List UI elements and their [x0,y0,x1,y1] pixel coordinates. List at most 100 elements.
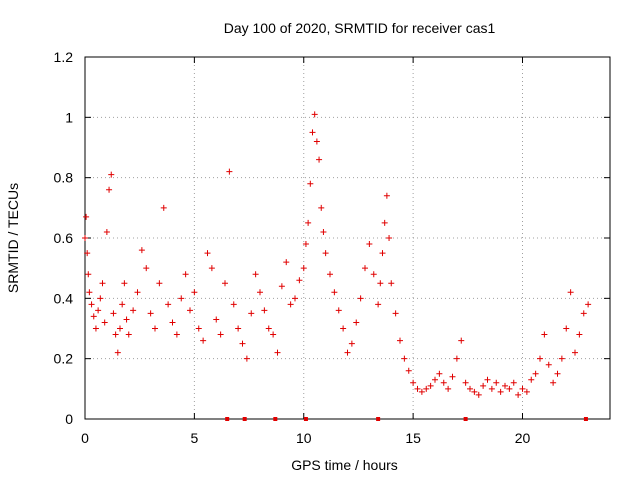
data-point [567,289,574,296]
data-point [178,295,185,302]
data-point [134,289,141,296]
y-tick-label: 1.2 [54,49,74,65]
data-point [580,310,587,317]
y-tick-label: 0 [65,411,73,427]
data-point [252,271,259,278]
data-point [182,271,189,278]
data-point [427,382,434,389]
data-point [572,349,578,356]
data-point [90,313,97,320]
data-point [388,280,395,287]
data-point [119,301,126,308]
data-point [88,301,95,308]
data-point [344,349,351,356]
data-point [274,349,281,356]
y-axis-label: SRMTID / TECUs [5,183,21,293]
data-point [173,331,180,338]
gap-markers [225,417,588,421]
data-point [392,310,399,317]
data-point [331,289,338,296]
data-point [239,340,246,347]
data-point [510,379,517,386]
y-tick-label: 0.8 [54,170,74,186]
data-point [366,241,373,248]
data-point [410,379,417,386]
data-point [208,265,215,272]
data-point [191,289,198,296]
data-point [300,265,307,272]
data-point [414,385,421,392]
data-point [103,228,110,235]
data-point [316,156,323,163]
data-point [484,376,491,383]
data-point [327,271,333,278]
data-point [383,192,390,199]
data-point [121,280,128,287]
data-point [585,301,592,308]
data-point [287,301,294,308]
data-point [230,301,237,308]
data-point [200,337,207,344]
data-point [432,376,438,383]
data-point [309,129,316,136]
data-point [322,250,329,257]
data-point [114,349,121,356]
data-point [235,325,242,332]
gap-marker [583,417,588,421]
data-point [418,388,425,395]
data-point [143,265,150,272]
data-point [423,385,430,392]
gap-marker [225,417,230,421]
data-point [243,355,250,362]
gap-marker [463,417,468,421]
data-point [278,283,285,290]
y-tick-label: 1 [65,109,73,125]
data-point [502,382,508,389]
data-point [106,186,113,193]
x-tick-label: 20 [515,430,531,446]
data-point [493,379,500,386]
data-point [576,331,583,338]
data-point [108,171,115,178]
data-point [353,319,360,326]
x-tick-label: 15 [405,430,421,446]
data-point [156,280,163,287]
data-point [92,325,99,332]
gap-marker [242,417,247,421]
data-point [152,325,158,332]
data-point [545,361,552,368]
data-point [377,280,384,287]
data-point [488,385,495,392]
data-point [305,219,312,226]
data-point [169,319,176,326]
data-point [537,355,543,362]
data-point [187,307,193,314]
data-point [138,247,145,254]
data-point [82,235,88,241]
y-tick-label: 0.4 [54,290,74,306]
y-tick-label: 0.2 [54,351,74,367]
data-point [467,385,473,392]
data-point [311,111,318,118]
grid-lines [85,57,610,419]
data-point [497,388,504,395]
data-point [83,213,90,220]
data-point [318,204,325,211]
data-point [117,325,123,332]
data-point [436,370,443,377]
data-point [375,301,382,308]
axis-ticks: 0 0.2 0.4 0.6 0.8 1 1.2 0 5 10 15 20 [54,49,610,446]
data-point [550,379,557,386]
x-axis-label: GPS time / hours [291,457,398,473]
data-point [222,280,228,287]
data-point [362,265,368,272]
data-point [471,388,478,395]
data-point [85,271,92,278]
data-point [261,307,268,314]
data-point [99,280,106,287]
data-point [348,340,355,347]
data-point [130,307,137,314]
data-point [528,376,535,383]
data-point [554,370,561,377]
